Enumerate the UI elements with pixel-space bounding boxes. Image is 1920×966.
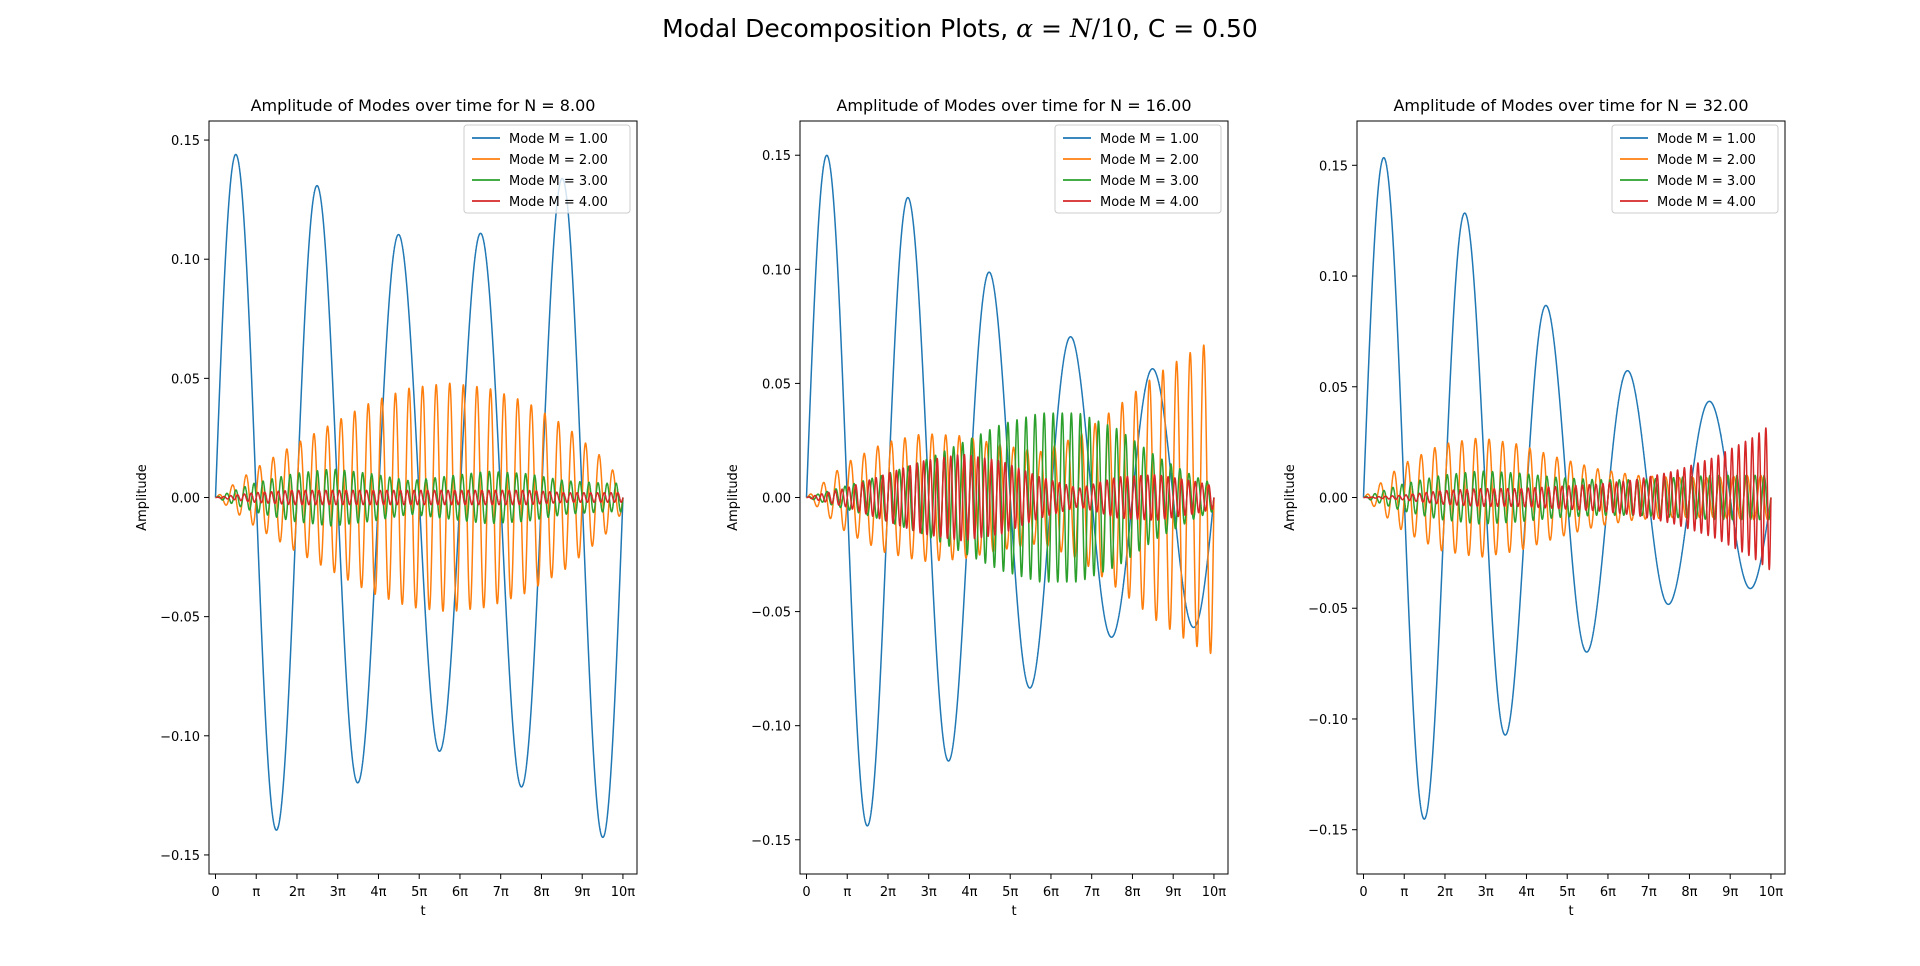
figure-title-equals: = (1033, 14, 1070, 43)
figure-title-alpha: α (1016, 14, 1034, 43)
legend-entry-mode-2: Mode M = 2.00 (1657, 153, 1756, 168)
x-tick-label: 0 (802, 885, 810, 900)
figure-title-suffix: , C = 0.50 (1131, 14, 1258, 43)
series-group (805, 154, 1215, 827)
chart-title: Amplitude of Modes over time for N = 32.… (1393, 96, 1748, 115)
y-tick-label: 0.10 (1319, 270, 1348, 285)
x-tick-label: 10π (1202, 885, 1227, 900)
y-tick-label: 0.05 (1319, 381, 1348, 396)
legend-entry-mode-2: Mode M = 2.00 (1100, 153, 1199, 168)
y-tick-label: 0.15 (1319, 159, 1348, 174)
y-tick-label: 0.15 (762, 149, 791, 164)
series-group (214, 153, 624, 839)
legend-entry-mode-2: Mode M = 2.00 (509, 153, 608, 168)
series-line-mode-4 (214, 489, 624, 506)
legend-entry-mode-4: Mode M = 4.00 (1100, 195, 1199, 210)
x-tick-label: 6π (1600, 885, 1616, 900)
y-tick-label: 0.05 (171, 372, 200, 387)
x-tick-label: 7π (493, 885, 509, 900)
y-tick-label: −0.10 (751, 720, 791, 735)
y-tick-label: 0.00 (1319, 492, 1348, 507)
chart-title: Amplitude of Modes over time for N = 8.0… (251, 96, 596, 115)
x-tick-label: 8π (533, 885, 549, 900)
y-axis-label: Amplitude (135, 464, 150, 531)
legend-entry-mode-4: Mode M = 4.00 (1657, 195, 1756, 210)
chart-title: Amplitude of Modes over time for N = 16.… (836, 96, 1191, 115)
chart-1: 0 π 2π 3π 4π 5π 6π 7π 8π 9π 10π −0.15 −0.10 −0.05 0.00… (135, 96, 638, 919)
x-tick-label: 8π (1124, 885, 1140, 900)
x-tick-label: 2π (1437, 885, 1453, 900)
legend-entry-mode-3: Mode M = 3.00 (1657, 174, 1756, 189)
x-tick-label: 3π (330, 885, 346, 900)
x-tick-label: π (252, 885, 260, 900)
x-tick-label: 4π (370, 885, 386, 900)
x-tick-label: 0 (211, 885, 219, 900)
x-tick-label: 5π (411, 885, 427, 900)
legend-box (1611, 124, 1779, 214)
x-tick-label: 4π (961, 885, 977, 900)
x-tick-label: 5π (1002, 885, 1018, 900)
y-tick-label: −0.15 (751, 834, 791, 849)
x-tick-label: 3π (1478, 885, 1494, 900)
y-tick-label: 0.15 (171, 134, 200, 149)
x-tick-label: 9π (1722, 885, 1738, 900)
x-axis-label: t (1568, 904, 1573, 919)
x-tick-label: 10π (1759, 885, 1784, 900)
y-tick-label: −0.10 (1308, 713, 1348, 728)
legend-entry-mode-1: Mode M = 1.00 (1657, 132, 1756, 147)
chart-2: 0 π 2π 3π 4π 5π 6π 7π 8π 9π 10π −0.15 −0.10 −0.05 0.00… (726, 96, 1229, 919)
y-axis-label: Amplitude (726, 464, 741, 531)
series-line-mode-4 (1362, 427, 1772, 571)
legend-entry-mode-1: Mode M = 1.00 (1100, 132, 1199, 147)
y-tick-label: −0.15 (160, 849, 200, 864)
x-tick-label: π (843, 885, 851, 900)
legend: Mode M = 1.00 Mode M = 2.00 Mode M = 3.00 M… (1611, 124, 1779, 214)
legend-entry-mode-3: Mode M = 3.00 (1100, 174, 1199, 189)
y-tick-label: 0.00 (171, 492, 200, 507)
x-tick-label: 6π (452, 885, 468, 900)
x-tick-label: 9π (1165, 885, 1181, 900)
legend: Mode M = 1.00 Mode M = 2.00 Mode M = 3.00 M… (1054, 124, 1222, 214)
figure-title-n: N (1069, 14, 1092, 43)
x-tick-label: 6π (1043, 885, 1059, 900)
x-tick-label: 7π (1641, 885, 1657, 900)
figure-title-ratio: /10 (1091, 14, 1132, 43)
y-tick-label: −0.05 (1308, 602, 1348, 617)
x-tick-label: 2π (289, 885, 305, 900)
y-tick-label: 0.10 (762, 263, 791, 278)
y-tick-label: 0.05 (762, 377, 791, 392)
x-tick-label: 9π (574, 885, 590, 900)
legend-entry-mode-3: Mode M = 3.00 (509, 174, 608, 189)
x-tick-label: 3π (921, 885, 937, 900)
x-tick-label: 0 (1359, 885, 1367, 900)
y-tick-label: −0.05 (751, 606, 791, 621)
x-tick-label: 4π (1518, 885, 1534, 900)
figure-title-prefix: Modal Decomposition Plots, (662, 14, 1017, 43)
x-tick-label: π (1400, 885, 1408, 900)
figure-title: Modal Decomposition Plots, α = N/10, C =… (0, 14, 1920, 43)
y-axis-label: Amplitude (1283, 464, 1298, 531)
y-tick-label: −0.15 (1308, 824, 1348, 839)
y-tick-label: 0.10 (171, 253, 200, 268)
series-line-mode-4 (805, 453, 1215, 542)
legend-entry-mode-1: Mode M = 1.00 (509, 132, 608, 147)
legend-entry-mode-4: Mode M = 4.00 (509, 195, 608, 210)
x-tick-label: 2π (880, 885, 896, 900)
y-tick-label: −0.05 (160, 611, 200, 626)
x-axis-label: t (1011, 904, 1016, 919)
y-tick-label: 0.00 (762, 492, 791, 507)
x-tick-label: 10π (611, 885, 636, 900)
legend-box (463, 124, 631, 214)
y-tick-label: −0.10 (160, 730, 200, 745)
legend-box (1054, 124, 1222, 214)
series-group (1362, 156, 1772, 820)
x-tick-label: 5π (1559, 885, 1575, 900)
legend: Mode M = 1.00 Mode M = 2.00 Mode M = 3.00 M… (463, 124, 631, 214)
chart-3: 0 π 2π 3π 4π 5π 6π 7π 8π 9π 10π −0.15 −0.10 −0.05 0.00… (1283, 96, 1786, 919)
x-tick-label: 8π (1681, 885, 1697, 900)
x-tick-label: 7π (1084, 885, 1100, 900)
x-axis-label: t (420, 904, 425, 919)
